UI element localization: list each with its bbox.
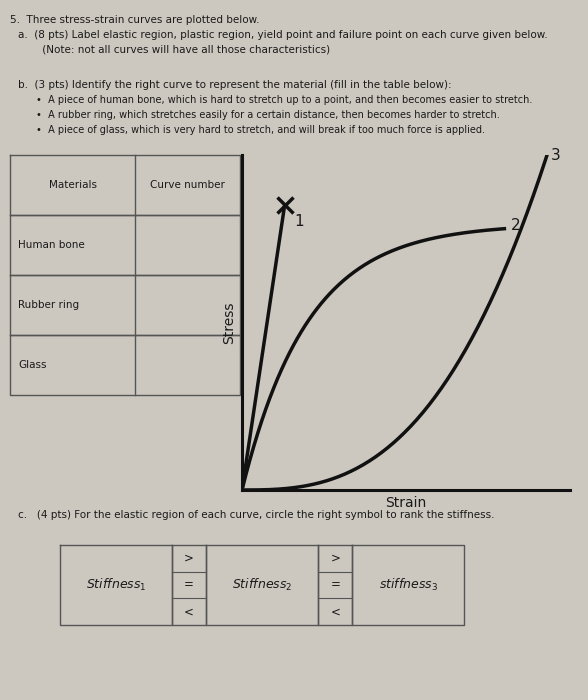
Text: >: > [184,552,194,565]
Text: <: < [330,606,340,618]
Text: $stiffness_3$: $stiffness_3$ [379,577,438,593]
Text: Glass: Glass [18,360,46,370]
Text: =: = [330,578,340,592]
Text: •  A piece of glass, which is very hard to stretch, and will break if too much f: • A piece of glass, which is very hard t… [36,125,485,135]
Y-axis label: Stress: Stress [222,301,236,344]
Text: Curve number: Curve number [150,180,225,190]
Text: 1: 1 [295,214,304,230]
Text: >: > [330,552,340,565]
Text: c.   (4 pts) For the elastic region of each curve, circle the right symbol to ra: c. (4 pts) For the elastic region of eac… [18,510,495,520]
Text: a.  (8 pts) Label elastic region, plastic region, yield point and failure point : a. (8 pts) Label elastic region, plastic… [18,30,547,40]
Text: (Note: not all curves will have all those characteristics): (Note: not all curves will have all thos… [26,44,330,54]
Text: =: = [184,578,194,592]
Text: 3: 3 [550,148,560,162]
Text: $Stiffness_1$: $Stiffness_1$ [86,577,146,593]
Text: •  A piece of human bone, which is hard to stretch up to a point, and then becom: • A piece of human bone, which is hard t… [36,95,532,105]
Text: b.  (3 pts) Identify the right curve to represent the material (fill in the tabl: b. (3 pts) Identify the right curve to r… [18,80,452,90]
Text: •  A rubber ring, which stretches easily for a certain distance, then becomes ha: • A rubber ring, which stretches easily … [36,110,500,120]
Text: 2: 2 [511,218,520,233]
Text: 5.  Three stress-strain curves are plotted below.: 5. Three stress-strain curves are plotte… [10,15,259,25]
Text: Rubber ring: Rubber ring [18,300,79,310]
X-axis label: Strain: Strain [385,496,427,510]
Text: Materials: Materials [48,180,96,190]
Text: $Stiffness_2$: $Stiffness_2$ [232,577,292,593]
Text: <: < [184,606,194,618]
Text: Human bone: Human bone [18,240,85,250]
